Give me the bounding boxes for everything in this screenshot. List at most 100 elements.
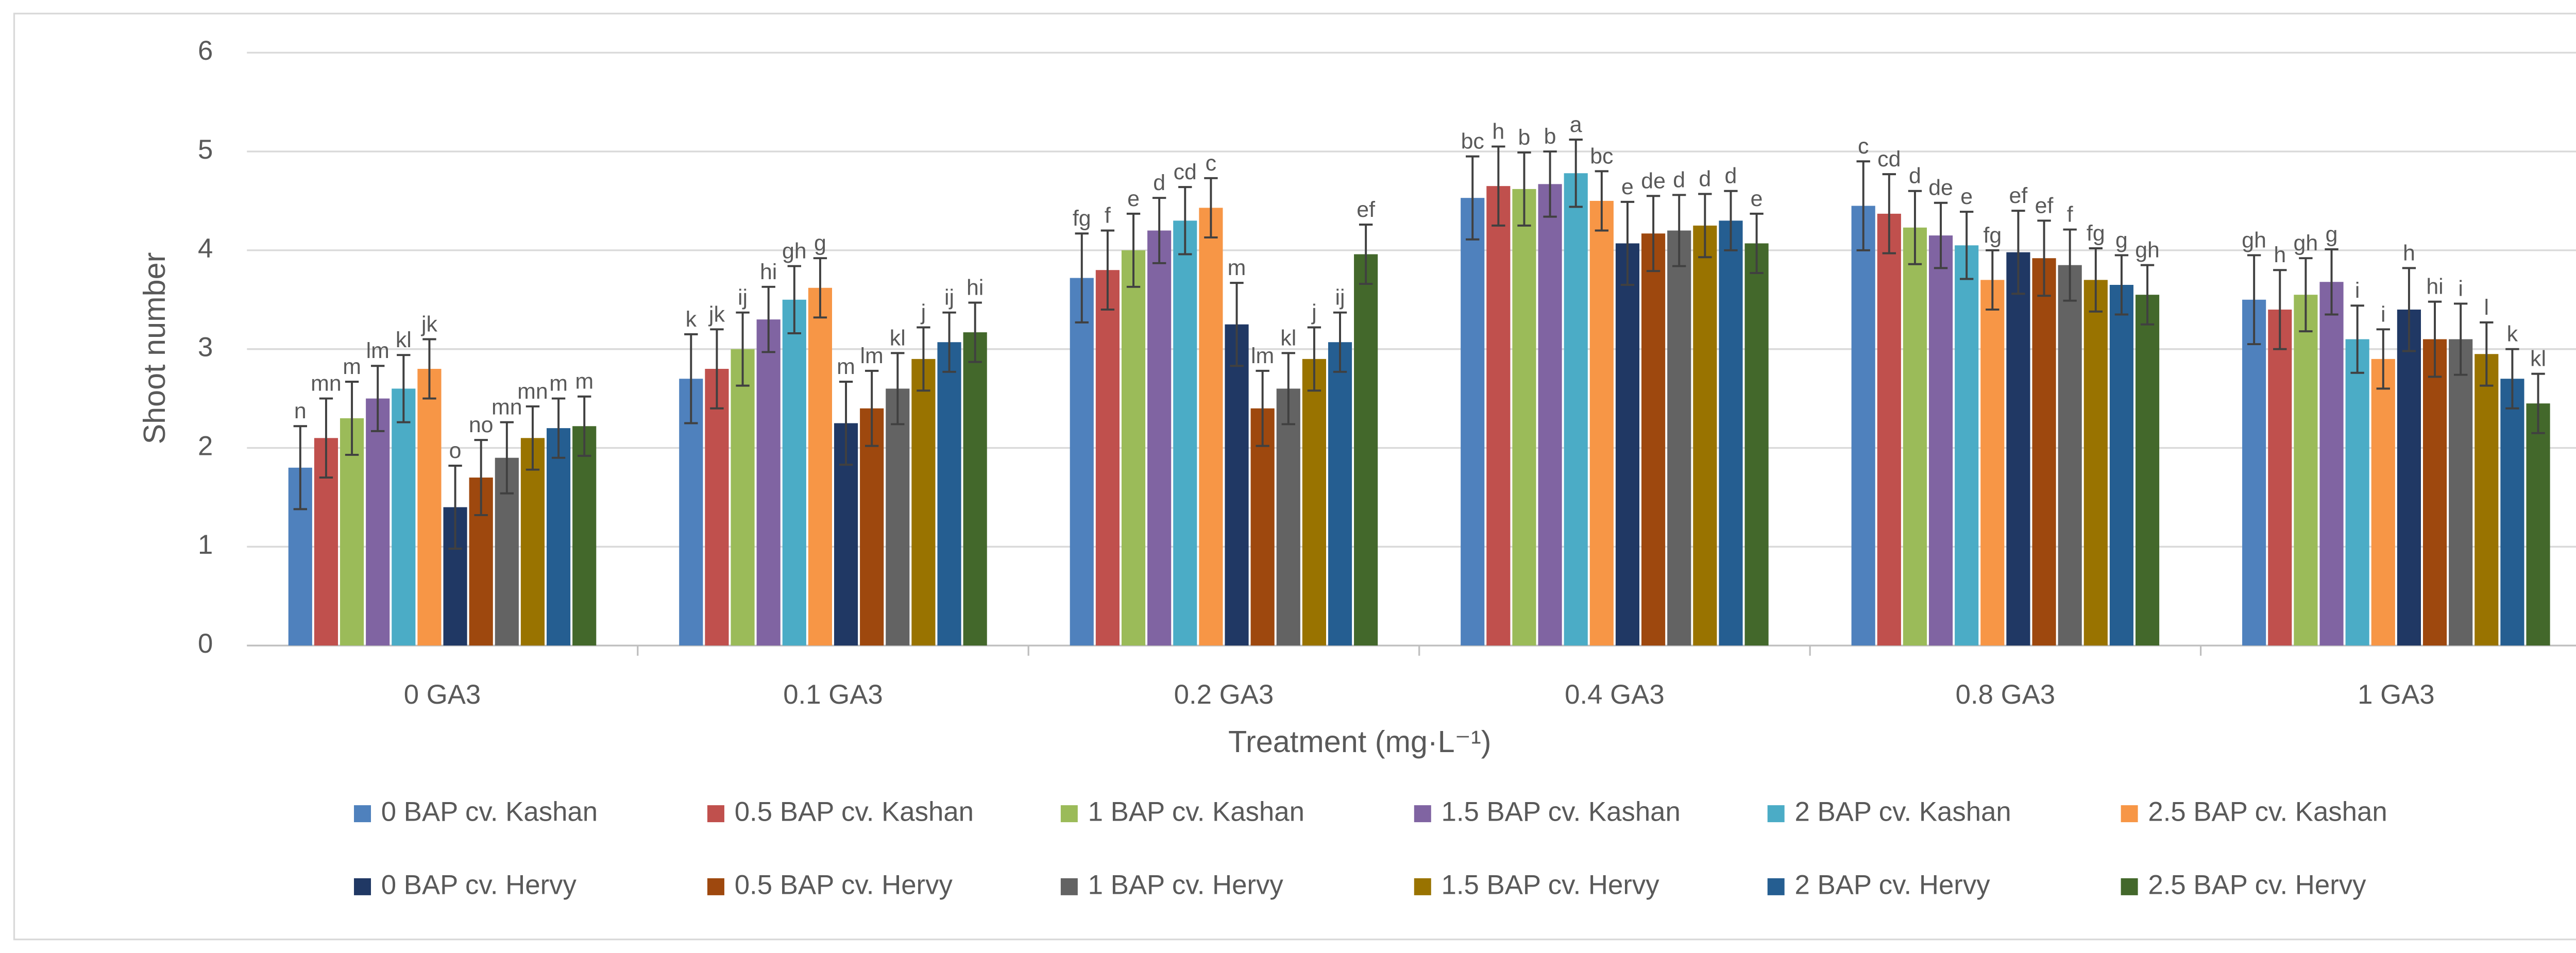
error-bar — [2505, 348, 2519, 410]
data-label: kl — [396, 328, 412, 352]
data-label: d — [1153, 171, 1165, 195]
error-bar — [891, 352, 905, 426]
legend-swatch — [1767, 878, 1785, 895]
error-bar — [371, 365, 385, 432]
error-bar — [917, 326, 930, 392]
y-tick-label: 5 — [198, 134, 213, 165]
bar — [2058, 265, 2082, 646]
error-bar — [397, 354, 411, 423]
data-label: ef — [1357, 197, 1375, 222]
bar — [417, 369, 442, 646]
data-label: j — [1311, 300, 1317, 325]
bar — [705, 369, 729, 646]
bar — [1719, 220, 1743, 646]
data-label: d — [1699, 166, 1711, 191]
error-bar — [551, 397, 566, 459]
error-bar — [787, 265, 801, 334]
bar — [731, 349, 755, 646]
legend-swatch — [1060, 805, 1078, 823]
bar — [1486, 186, 1511, 646]
error-bar — [839, 380, 853, 466]
data-label: jk — [708, 302, 725, 327]
error-bar — [1307, 326, 1321, 392]
data-label: i — [2381, 302, 2386, 327]
error-bar — [2114, 254, 2129, 316]
bar — [572, 426, 597, 646]
error-bar — [1543, 150, 1557, 218]
data-label: n — [294, 399, 307, 423]
data-label: kl — [2530, 347, 2546, 371]
data-label: lm — [1251, 344, 1274, 368]
bar — [1955, 245, 1979, 646]
bar — [1302, 359, 1326, 646]
data-label: bc — [1461, 129, 1484, 154]
bar — [1903, 227, 1927, 646]
bar — [1095, 270, 1120, 646]
data-label: c — [1206, 151, 1216, 176]
legend-label: 1.5 BAP cv. Hervy — [1442, 870, 1660, 900]
data-label: f — [2067, 202, 2073, 227]
legend-swatch — [354, 805, 371, 823]
bar — [546, 428, 571, 646]
data-label: g — [814, 231, 826, 256]
error-bar — [1960, 211, 1974, 280]
data-label: de — [1641, 168, 1666, 193]
error-bar — [1646, 195, 1660, 273]
data-label: fg — [1983, 223, 2002, 248]
data-label: m — [837, 354, 855, 379]
bar — [756, 319, 781, 646]
data-label: k — [2507, 322, 2518, 347]
x-tick-label: 0.1 GA3 — [783, 679, 883, 710]
bar — [1928, 235, 1953, 646]
error-bar — [1281, 352, 1295, 426]
y-tick-label: 0 — [198, 628, 213, 659]
error-bar — [1204, 177, 1218, 239]
bar — [1744, 243, 1769, 646]
data-label: hi — [760, 260, 777, 284]
data-label: lm — [366, 338, 389, 363]
error-bar — [1466, 155, 1480, 241]
data-label: ij — [1335, 285, 1345, 310]
data-label: bc — [1590, 144, 1613, 168]
error-bar — [448, 465, 462, 550]
data-label: g — [2326, 222, 2338, 247]
error-bar — [1934, 201, 1948, 269]
error-bar — [2402, 267, 2416, 352]
data-label: cd — [1174, 160, 1197, 184]
data-label: e — [1621, 175, 1634, 199]
error-bar — [1126, 212, 1141, 288]
error-bar — [968, 301, 982, 363]
bar — [1328, 342, 1352, 646]
data-label: lm — [860, 344, 884, 368]
bar — [1354, 254, 1378, 646]
legend-label: 0 BAP cv. Hervy — [381, 870, 577, 900]
bar — [1276, 388, 1300, 646]
data-label: hi — [967, 275, 984, 300]
data-label: c — [1858, 134, 1869, 159]
bar — [2032, 258, 2056, 646]
error-bar — [1620, 200, 1635, 286]
bar — [1070, 278, 1094, 646]
data-label: j — [920, 300, 926, 325]
error-bar — [500, 421, 514, 495]
data-label: m — [549, 371, 568, 396]
x-tick-label: 0 GA3 — [404, 679, 481, 710]
legend-label: 2.5 BAP cv. Kashan — [2148, 797, 2387, 827]
error-bar — [474, 439, 488, 516]
bar — [2500, 379, 2524, 646]
bar — [2422, 339, 2447, 646]
y-tick-label: 2 — [198, 431, 213, 461]
bar — [1199, 208, 1223, 646]
error-bar — [1256, 369, 1269, 447]
error-bar — [1230, 282, 1244, 367]
y-tick-label: 3 — [198, 332, 213, 363]
data-label: kl — [890, 326, 906, 350]
bar — [1615, 243, 1640, 646]
bar — [1121, 250, 1146, 646]
bar — [2268, 309, 2292, 646]
legend-label: 2 BAP cv. Kashan — [1794, 797, 2011, 827]
legend-label: 1.5 BAP cv. Kashan — [1442, 797, 1681, 827]
bar — [1980, 280, 2005, 646]
error-bar — [2325, 248, 2338, 316]
legend-label: 1 BAP cv. Kashan — [1088, 797, 1304, 827]
